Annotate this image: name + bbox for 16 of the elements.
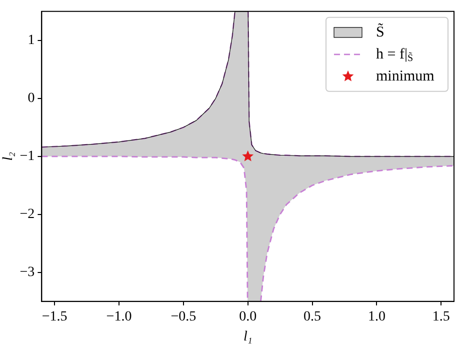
x-tick-label: −0.5 [170, 309, 196, 324]
x-tick-label: −1.5 [42, 309, 68, 324]
x-tick-label: 1.5 [432, 309, 450, 324]
x-tick-label: 1.0 [368, 309, 386, 324]
legend-label: S̃ [376, 22, 384, 40]
x-tick-label: 0.0 [239, 309, 257, 324]
y-tick-label: −2 [20, 207, 35, 222]
y-tick-label: 1 [28, 33, 35, 48]
y-axis-title: l₂ [1, 152, 16, 161]
legend-label: minimum [376, 68, 435, 84]
y-tick-label: 0 [28, 91, 35, 106]
x-tick-label: −1.0 [106, 309, 132, 324]
y-tick-label: −1 [20, 149, 35, 164]
x-tick-label: 0.5 [304, 309, 322, 324]
y-tick-label: −3 [20, 265, 35, 280]
x-axis-title: l₁ [243, 329, 252, 344]
